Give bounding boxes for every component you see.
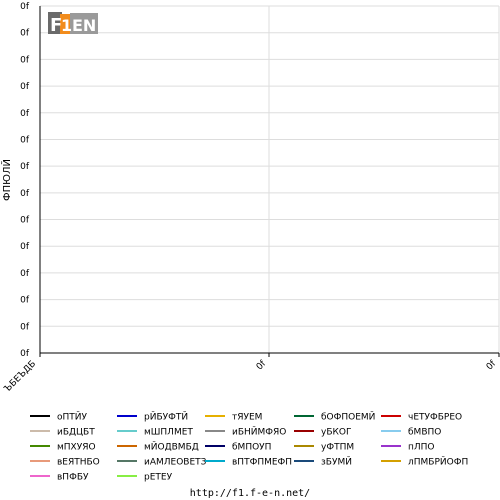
legend-label: оПТЙУ bbox=[57, 411, 88, 423]
legend-label: уБКОГ bbox=[321, 428, 351, 438]
legend-item[interactable]: иБНЙМФЯО bbox=[205, 426, 286, 438]
legend-item[interactable]: оПТЙУ bbox=[30, 411, 88, 423]
y-axis-tick-labels: 0f 0f 0f 0f 0f 0f 0f 0f 0f 0f 0f 0f 0f 0f bbox=[20, 2, 30, 359]
legend-label: пЛПО bbox=[408, 443, 435, 453]
legend-item[interactable]: рЙБУФТЙ bbox=[117, 411, 188, 423]
legend-label: рЙБУФТЙ bbox=[144, 411, 188, 423]
legend-label: мЙОДВМБД bbox=[144, 441, 199, 453]
y-tick-label: 0f bbox=[20, 135, 30, 145]
axes bbox=[39, 6, 500, 357]
legend-item[interactable]: уБКОГ bbox=[294, 428, 351, 438]
legend-label: вПФБУ bbox=[57, 473, 89, 483]
legend-item[interactable]: вПТФПМЕФП bbox=[205, 458, 292, 468]
y-axis-title: ФПЮЛЙ bbox=[0, 159, 13, 201]
site-logo: F 1 EN bbox=[48, 12, 98, 36]
legend-label: уФТПМ bbox=[321, 443, 354, 453]
y-tick-label: 0f bbox=[20, 216, 30, 226]
legend-item[interactable]: бМВПО bbox=[381, 428, 441, 438]
legend-label: иАМЛЕОВЕТЗ bbox=[144, 458, 207, 468]
y-tick-label: 0f bbox=[20, 162, 30, 172]
legend-label: зБУМЙ bbox=[321, 456, 352, 468]
legend-label: бМВПО bbox=[408, 428, 441, 438]
legend-item[interactable]: бОФПОЕМЙ bbox=[294, 411, 375, 423]
x-tick-label: 0f bbox=[485, 358, 499, 372]
legend-label: иБНЙМФЯО bbox=[232, 426, 286, 438]
legend-label: вЕЯТНБО bbox=[57, 458, 100, 468]
y-tick-label: 0f bbox=[20, 296, 30, 306]
legend: оПТЙУ рЙБУФТЙ тЯУЕМ бОФПОЕМЙ чЕТУФБРЕО иБДЦБТ… bbox=[30, 411, 468, 483]
legend-item[interactable]: вЕЯТНБО bbox=[30, 458, 100, 468]
x-tick-label: ЪБЕЪДБ bbox=[3, 359, 38, 394]
legend-label: мПХУЯО bbox=[57, 443, 96, 453]
legend-label: бОФПОЕМЙ bbox=[321, 411, 375, 423]
y-tick-label: 0f bbox=[20, 82, 30, 92]
legend-item[interactable]: зБУМЙ bbox=[294, 456, 352, 468]
legend-label: лПМБРЙОФП bbox=[408, 456, 468, 468]
legend-item[interactable]: пЛПО bbox=[381, 443, 435, 453]
legend-item[interactable]: тЯУЕМ bbox=[205, 413, 262, 423]
grid bbox=[40, 5, 500, 354]
legend-item[interactable]: уФТПМ bbox=[294, 443, 354, 453]
y-tick-label: 0f bbox=[20, 322, 30, 332]
y-tick-label: 0f bbox=[20, 2, 30, 12]
legend-item[interactable]: рЕТЕУ bbox=[117, 473, 173, 483]
legend-item[interactable]: вПФБУ bbox=[30, 473, 89, 483]
legend-item[interactable]: бМПОУП bbox=[205, 443, 271, 453]
legend-item[interactable]: иАМЛЕОВЕТЗ bbox=[117, 458, 207, 468]
y-tick-label: 0f bbox=[20, 109, 30, 119]
x-tick-label: 0f bbox=[255, 358, 269, 372]
svg-text:F: F bbox=[50, 15, 62, 36]
y-tick-label: 0f bbox=[20, 242, 30, 252]
y-tick-label: 0f bbox=[20, 55, 30, 65]
legend-label: иБДЦБТ bbox=[57, 428, 95, 438]
svg-text:EN: EN bbox=[72, 16, 96, 35]
legend-label: бМПОУП bbox=[232, 443, 271, 453]
legend-label: рЕТЕУ bbox=[144, 473, 173, 483]
footer-url[interactable]: http://f1.f-e-n.net/ bbox=[190, 488, 310, 499]
y-tick-label: 0f bbox=[20, 269, 30, 279]
svg-text:1: 1 bbox=[61, 16, 72, 35]
x-axis-tick-labels: ЪБЕЪДБ 0f 0f bbox=[3, 358, 499, 394]
legend-item[interactable]: мПХУЯО bbox=[30, 443, 96, 453]
y-tick-label: 0f bbox=[20, 29, 30, 39]
y-tick-label: 0f bbox=[20, 189, 30, 199]
legend-label: тЯУЕМ bbox=[232, 413, 262, 423]
legend-label: вПТФПМЕФП bbox=[232, 458, 292, 468]
legend-label: мШПЛМЕТ bbox=[144, 428, 193, 438]
legend-item[interactable]: лПМБРЙОФП bbox=[381, 456, 468, 468]
legend-item[interactable]: мЙОДВМБД bbox=[117, 441, 199, 453]
legend-item[interactable]: мШПЛМЕТ bbox=[117, 428, 193, 438]
legend-item[interactable]: иБДЦБТ bbox=[30, 428, 95, 438]
legend-label: чЕТУФБРЕО bbox=[408, 413, 462, 423]
y-tick-label: 0f bbox=[20, 349, 30, 359]
legend-item[interactable]: чЕТУФБРЕО bbox=[381, 413, 462, 423]
